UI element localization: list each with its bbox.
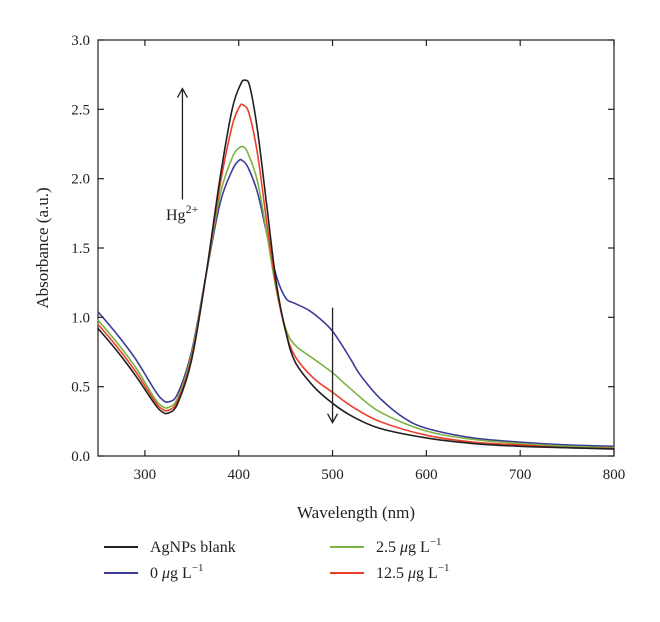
legend-label: AgNPs blank	[150, 539, 236, 556]
y-tick-label: 0.0	[71, 449, 90, 465]
legend-label: 2.5 μg L−1	[376, 536, 442, 556]
series-line-2	[97, 145, 615, 449]
x-tick-label: 500	[321, 467, 344, 483]
arrow-down-icon	[326, 307, 339, 425]
legend-item-3: 12.5 μg L−1	[330, 562, 450, 582]
x-tick-label: 300	[134, 467, 157, 483]
legend: AgNPs blank 2.5 μg L−1 0 μg L−1 12.5 μg L−1	[104, 536, 450, 582]
hg-annotation: Hg2+	[166, 202, 199, 224]
series-line-3	[97, 103, 615, 450]
y-tick-label: 1.5	[71, 241, 90, 257]
x-axis-label: Wavelength (nm)	[297, 503, 415, 522]
x-tick-label: 600	[415, 467, 438, 483]
x-tick-label: 700	[509, 467, 532, 483]
legend-item-0: AgNPs blank	[104, 539, 236, 556]
x-tick-label: 800	[603, 467, 626, 483]
y-axis-label: Absorbance (a.u.)	[33, 187, 52, 308]
series-line-0	[97, 79, 615, 450]
series-lines	[97, 79, 615, 450]
y-tick-label: 2.5	[71, 102, 90, 118]
y-tick-label: 3.0	[71, 33, 90, 49]
axis-ticks: 300 400 500 600 700 800 0.0 0.5 1.0 1.5 2.0 2.5 3.0	[71, 33, 625, 483]
legend-item-2: 2.5 μg L−1	[330, 536, 442, 556]
legend-item-1: 0 μg L−1	[104, 562, 204, 582]
hg-superscript: 2+	[186, 202, 199, 216]
annotations: Hg2+	[166, 87, 339, 425]
legend-label: 0 μg L−1	[150, 562, 204, 582]
legend-label: 12.5 μg L−1	[376, 562, 450, 582]
hg-label: Hg	[166, 207, 186, 224]
x-tick-label: 400	[227, 467, 250, 483]
y-tick-label: 1.0	[71, 310, 90, 326]
y-tick-label: 2.0	[71, 172, 90, 188]
arrow-up-icon	[176, 87, 189, 200]
y-tick-label: 0.5	[71, 380, 90, 396]
